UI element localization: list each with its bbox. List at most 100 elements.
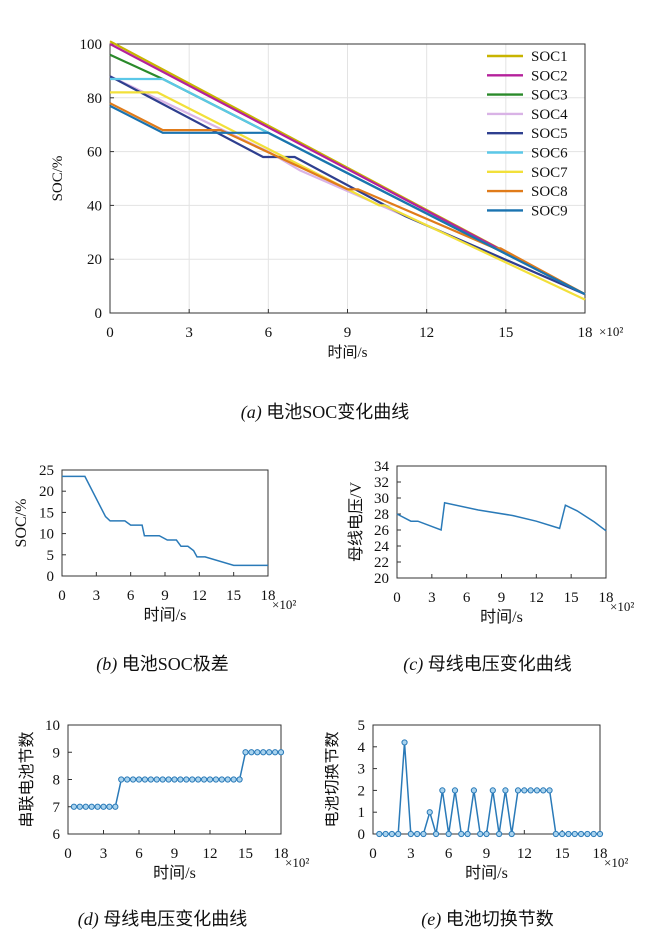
data-point [477,830,484,838]
data-point [432,830,440,838]
x-tick-label: 3 [428,590,436,606]
x-tick-label: 6 [135,846,143,862]
x-multiplier: ×10² [610,599,634,614]
x-multiplier: ×10² [272,597,296,612]
y-tick-label: 20 [87,252,102,268]
series-line-0 [379,742,600,835]
x-tick-label: 0 [393,590,401,606]
data-point [514,787,522,794]
x-tick-label: 18 [599,590,614,606]
caption-c-tag: (c) [403,654,424,674]
data-point [218,776,225,783]
caption-d-text: 母线电压变化曲线 [98,909,248,929]
chart-a: 0 3 6 9 12 15 18 0 20 40 60 80 100 ×10² 时间/s SOC/% SOC1 S… [50,37,623,361]
series-line-0 [62,475,268,567]
data-point [502,787,509,794]
y-tick-label: 20 [39,484,54,500]
legend-label: SOC3 [531,88,568,104]
y-tick-label: 2 [358,783,366,799]
caption-c: (c) 母线电压变化曲线 [325,650,650,676]
x-axis-label: 时间/s [144,606,187,624]
data-point [248,749,255,756]
x-tick-label: 15 [226,588,241,604]
data-point [521,787,528,794]
x-tick-label: 15 [564,590,579,606]
data-point [277,749,285,756]
y-axis-label: 母线电压/V [347,482,365,562]
data-point [88,803,95,810]
data-point [426,809,433,816]
y-tick-label: 0 [95,306,103,322]
legend-label: SOC5 [531,126,568,142]
y-tick-label: 6 [53,827,61,843]
data-point [266,749,273,756]
x-tick-label: 18 [274,846,289,862]
legend-label: SOC1 [531,49,568,65]
data-point [458,830,465,838]
data-point [407,830,414,838]
caption-d: (d) 母线电压变化曲线 [0,905,325,931]
x-tick-label: 6 [463,590,471,606]
data-point [508,830,515,838]
x-tick-label: 18 [261,588,276,604]
x-tick-label: 9 [171,846,179,862]
data-point [388,830,396,838]
y-tick-label: 22 [374,555,389,571]
x-multiplier: ×10² [604,855,628,870]
y-tick-label: 100 [80,37,103,53]
x-tick-label: 15 [555,846,570,862]
data-point [584,830,591,838]
data-point [112,803,119,810]
y-tick-label: 25 [39,463,54,479]
data-point [590,830,597,838]
data-point [552,830,559,838]
data-point [254,749,261,756]
data-point [489,787,496,794]
data-point [106,803,113,810]
y-tick-label: 24 [374,539,390,555]
data-point [129,776,137,783]
data-point [559,830,566,838]
caption-e-tag: (e) [421,909,442,929]
data-point [382,830,389,838]
data-point [260,749,267,756]
data-point [533,787,541,794]
y-tick-label: 8 [53,773,61,789]
x-tick-label: 15 [498,325,513,341]
y-tick-label: 0 [358,827,366,843]
caption-e-text: 电池切换节数 [441,909,554,929]
y-tick-label: 5 [358,718,366,734]
caption-a-text: 电池SOC变化曲线 [261,402,410,422]
series-line-SOC2 [109,43,586,296]
data-point [577,830,585,838]
caption-e: (e) 电池切换节数 [325,905,650,931]
series-line-SOC8 [109,102,586,296]
y-tick-label: 32 [374,475,389,491]
data-point [439,787,446,794]
x-tick-label: 0 [64,846,72,862]
data-point [159,776,166,783]
y-tick-label: 28 [374,507,389,523]
caption-b-tag: (b) [96,654,118,674]
data-point [147,776,154,783]
y-tick-label: 26 [374,523,390,539]
data-point [376,830,383,838]
legend-label: SOC6 [531,146,568,162]
y-axis-label: SOC/% [50,156,66,202]
y-tick-label: 0 [47,569,55,585]
x-tick-label: 12 [203,846,218,862]
data-point [206,776,214,783]
data-point [195,776,202,783]
x-tick-label: 3 [407,846,415,862]
caption-b-text: 电池SOC极差 [117,654,229,674]
x-tick-label: 6 [445,846,453,862]
data-point [596,830,604,838]
x-tick-label: 15 [238,846,253,862]
series-line-SOC7 [110,91,586,301]
data-point [82,803,89,810]
x-tick-label: 3 [100,846,108,862]
y-axis-label: SOC/% [13,499,30,548]
x-tick-label: 9 [483,846,491,862]
